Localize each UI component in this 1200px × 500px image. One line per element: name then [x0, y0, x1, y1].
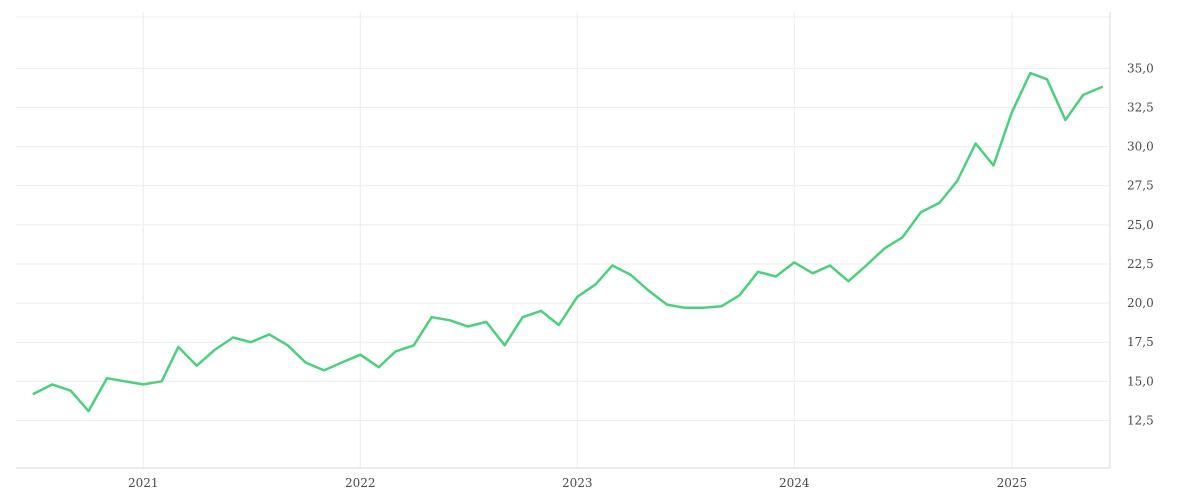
y-tick-label: 32,5 — [1127, 100, 1154, 114]
gridlines — [16, 12, 1110, 468]
y-tick-label: 20,0 — [1127, 296, 1154, 310]
y-tick-label: 35,0 — [1127, 61, 1154, 75]
axes — [16, 12, 1111, 469]
x-tick-label: 2025 — [997, 476, 1028, 490]
y-tick-label: 30,0 — [1127, 140, 1154, 154]
series-layer — [32, 71, 1103, 413]
x-tick-label: 2021 — [128, 476, 159, 490]
x-tick-label: 2023 — [562, 476, 593, 490]
y-tick-label: 12,5 — [1127, 413, 1154, 427]
tick-labels: 12,5 15,0 17,5 20,0 22,5 25,0 27,5 30,0 32,5 35,0… — [128, 61, 1154, 490]
series-line — [32, 71, 1103, 413]
y-tick-label: 22,5 — [1127, 257, 1154, 271]
y-tick-label: 25,0 — [1127, 218, 1154, 232]
y-tick-label: 15,0 — [1127, 374, 1154, 388]
x-tick-label: 2024 — [779, 476, 810, 490]
y-tick-label: 17,5 — [1127, 335, 1154, 349]
y-tick-label: 27,5 — [1127, 179, 1154, 193]
x-tick-label: 2022 — [345, 476, 376, 490]
